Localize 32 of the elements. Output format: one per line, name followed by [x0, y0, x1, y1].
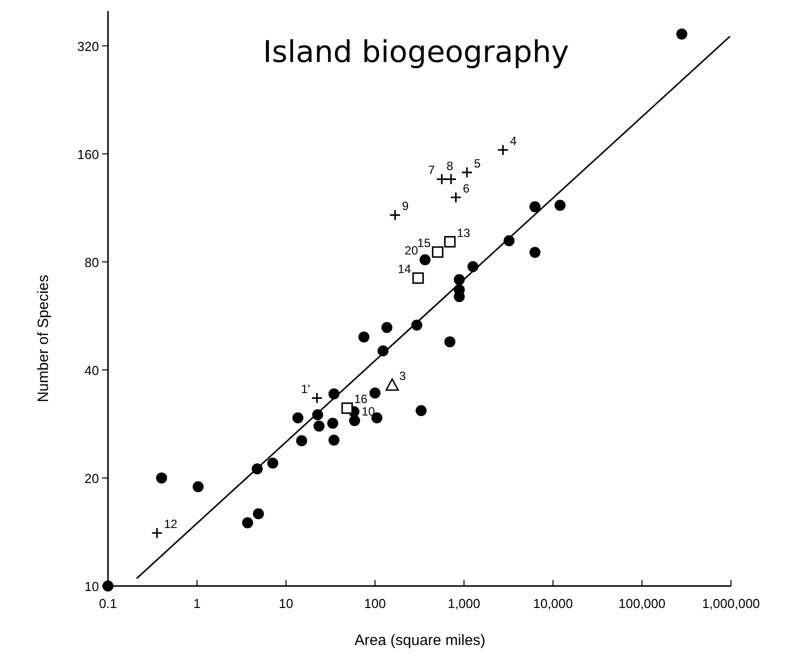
x-tick-label: 10,000	[533, 596, 573, 611]
annotation: 6	[462, 181, 470, 196]
y-axis-title: Number of Species	[35, 274, 52, 402]
x-tick-label: 100	[364, 596, 386, 611]
x-tick-label: 100,000	[618, 596, 666, 611]
text: Island biogeography	[263, 35, 569, 70]
y-tick-label: 320	[77, 38, 99, 54]
x-axis-title: Area (square miles)	[354, 632, 486, 649]
x-tick-label: 10	[278, 596, 294, 611]
annotation: 4	[510, 134, 517, 148]
x-tick-label: 1	[193, 596, 201, 611]
annotation: 1'	[301, 382, 310, 396]
y-tick-label: 40	[84, 362, 99, 378]
y-tick-label: 20	[84, 470, 99, 486]
annotation: 8	[446, 159, 454, 174]
annotation: 10	[362, 404, 376, 419]
y-tick-label: 10	[84, 579, 99, 594]
annotation: 13	[456, 226, 471, 240]
x-tick-label: 0.1	[98, 596, 118, 611]
x-tick-label: 1,000,000	[702, 596, 760, 611]
x-tick-label: 1,000	[448, 596, 480, 611]
annotation: 9	[402, 199, 410, 214]
annotation: 5	[474, 156, 481, 170]
annotation: 14	[398, 262, 412, 276]
annotation: 7	[428, 163, 436, 178]
y-tick-label: 80	[84, 254, 99, 270]
annotation: 3	[399, 369, 406, 384]
annotation: 20	[404, 244, 418, 258]
annotation: 16	[354, 392, 368, 406]
annotation: 15	[417, 236, 431, 250]
y-tick-label: 160	[77, 146, 99, 162]
annotation: 12	[164, 516, 178, 531]
